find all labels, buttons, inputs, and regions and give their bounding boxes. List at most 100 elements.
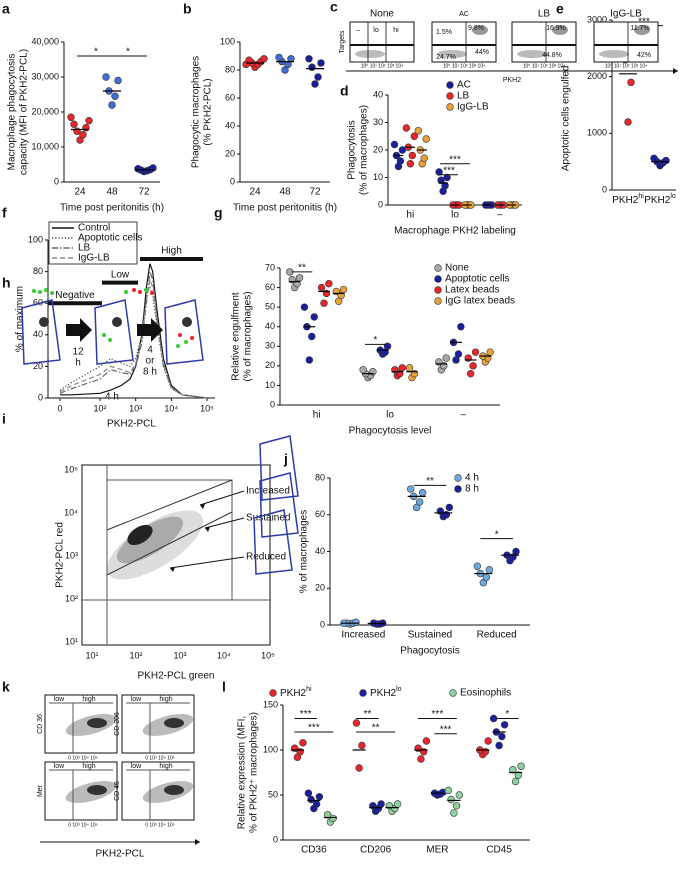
legend-swatch: [449, 689, 457, 697]
data-point: [85, 117, 93, 125]
data-point: [310, 313, 318, 321]
legend-label: IgG-LB: [457, 102, 489, 113]
gate-percent: 1.5%: [436, 29, 452, 36]
data-point: [396, 157, 405, 165]
gate-percent: –: [356, 27, 360, 34]
flow-density: [552, 25, 568, 35]
y-tick-label: 40: [33, 329, 43, 339]
particle: [178, 333, 182, 337]
particle: [150, 291, 154, 295]
particle: [144, 288, 148, 292]
data-point: [517, 762, 525, 770]
data-point: [305, 356, 314, 364]
significance-label: **: [426, 476, 434, 487]
data-point: [509, 766, 517, 774]
y-tick-label: 0: [320, 619, 325, 629]
flow-tick-labels: 0 10³ 10⁴ 10⁵: [68, 822, 98, 828]
flow-density: [437, 50, 467, 58]
x-tick-label: CD45: [486, 845, 512, 856]
y-tick-label: 10: [373, 172, 383, 182]
gate-percent: 16.9%: [546, 25, 566, 32]
data-point: [67, 113, 75, 121]
data-point: [442, 354, 450, 362]
x-tick-label: 10²: [129, 650, 142, 660]
legend-label: Control: [78, 223, 110, 234]
cell: [164, 299, 204, 365]
data-point: [406, 160, 415, 168]
x-tick-label: CD206: [360, 845, 392, 856]
density: [116, 516, 184, 564]
data-point: [485, 566, 494, 574]
data-point: [352, 618, 360, 626]
gate-label: low: [131, 696, 142, 703]
x-tick-label: 10⁴: [217, 650, 231, 660]
x-tick-label: Increased: [341, 630, 385, 641]
data-point: [79, 131, 87, 139]
x-axis-label: Time post peritonitis (h): [233, 203, 337, 214]
data-point: [422, 737, 431, 745]
data-point: [329, 814, 337, 823]
data-point: [358, 741, 366, 750]
step-label: or: [146, 356, 156, 367]
legend-label: AC: [457, 80, 471, 91]
particle: [184, 340, 188, 344]
data-point: [275, 53, 283, 62]
data-point: [650, 154, 658, 162]
x-tick-label: CD36: [301, 845, 327, 856]
panel-letter: e: [556, 1, 564, 17]
data-point: [414, 127, 422, 135]
legend-label: Apoptotic cells: [78, 233, 142, 244]
y-tick-label: 10: [265, 380, 275, 390]
gate-percent: 44.8%: [542, 52, 562, 59]
density: [164, 785, 184, 795]
data-point: [417, 755, 425, 763]
y-axis-label: Macrophage phagocytosis: [7, 54, 18, 171]
data-point: [70, 120, 78, 128]
data-point: [408, 151, 417, 160]
significance-label: ***: [300, 709, 312, 720]
significance-label: *: [126, 47, 130, 58]
data-point: [134, 165, 142, 173]
data-point: [662, 156, 670, 165]
data-point: [102, 73, 110, 81]
data-point: [315, 793, 324, 801]
y-tick-label: 20,000: [31, 106, 59, 116]
flow-density: [634, 25, 650, 35]
legend-label: Latex beads: [445, 285, 500, 296]
gate-percent: hi: [393, 27, 399, 34]
nucleus: [112, 317, 122, 327]
gate-label: High: [161, 246, 182, 257]
flow-tick-labels: 10⁰ 10¹ 10² 10³ 10⁴: [523, 63, 566, 69]
marker-label: CD 36: [37, 714, 44, 734]
cell: [253, 509, 293, 575]
data-point: [512, 547, 520, 556]
data-point: [514, 771, 523, 779]
panel-letter: b: [183, 1, 192, 17]
data-point: [435, 168, 443, 176]
y-tick-label: 80: [225, 64, 235, 74]
data-point: [242, 60, 250, 69]
legend-label: LB: [78, 243, 91, 254]
data-point: [323, 811, 332, 819]
y-tick-label: 10,000: [31, 141, 59, 151]
data-point: [359, 366, 367, 374]
legend-label: PKH2lo: [370, 686, 402, 699]
gate-label: low: [54, 696, 65, 703]
y-axis-label: % of PKH2⁺ macrophages): [249, 712, 260, 833]
y-tick-label: 2000: [587, 71, 607, 81]
y-tick-label: 0: [270, 399, 275, 409]
flow-tick-labels: 10⁰ 10¹ 10² 10³ 10⁴: [605, 63, 648, 69]
panel-letter: i: [2, 411, 6, 427]
y-axis-label: capacity (MFI of PKH2-PCL): [19, 49, 30, 175]
data-point: [495, 741, 503, 750]
flow-tick-labels: 0 10³ 10⁴ 10⁵: [68, 755, 98, 761]
panel-letter: h: [2, 275, 11, 291]
y-tick-label: 40: [373, 89, 383, 99]
legend-swatch: [269, 689, 277, 697]
panel-letter: k: [2, 679, 10, 695]
y-tick-label: 50: [265, 302, 275, 312]
y-tick-label: 40: [225, 120, 235, 130]
legend-label: Eosinophils: [460, 688, 511, 699]
y-tick-label: 20: [225, 148, 235, 158]
data-point: [406, 485, 415, 493]
